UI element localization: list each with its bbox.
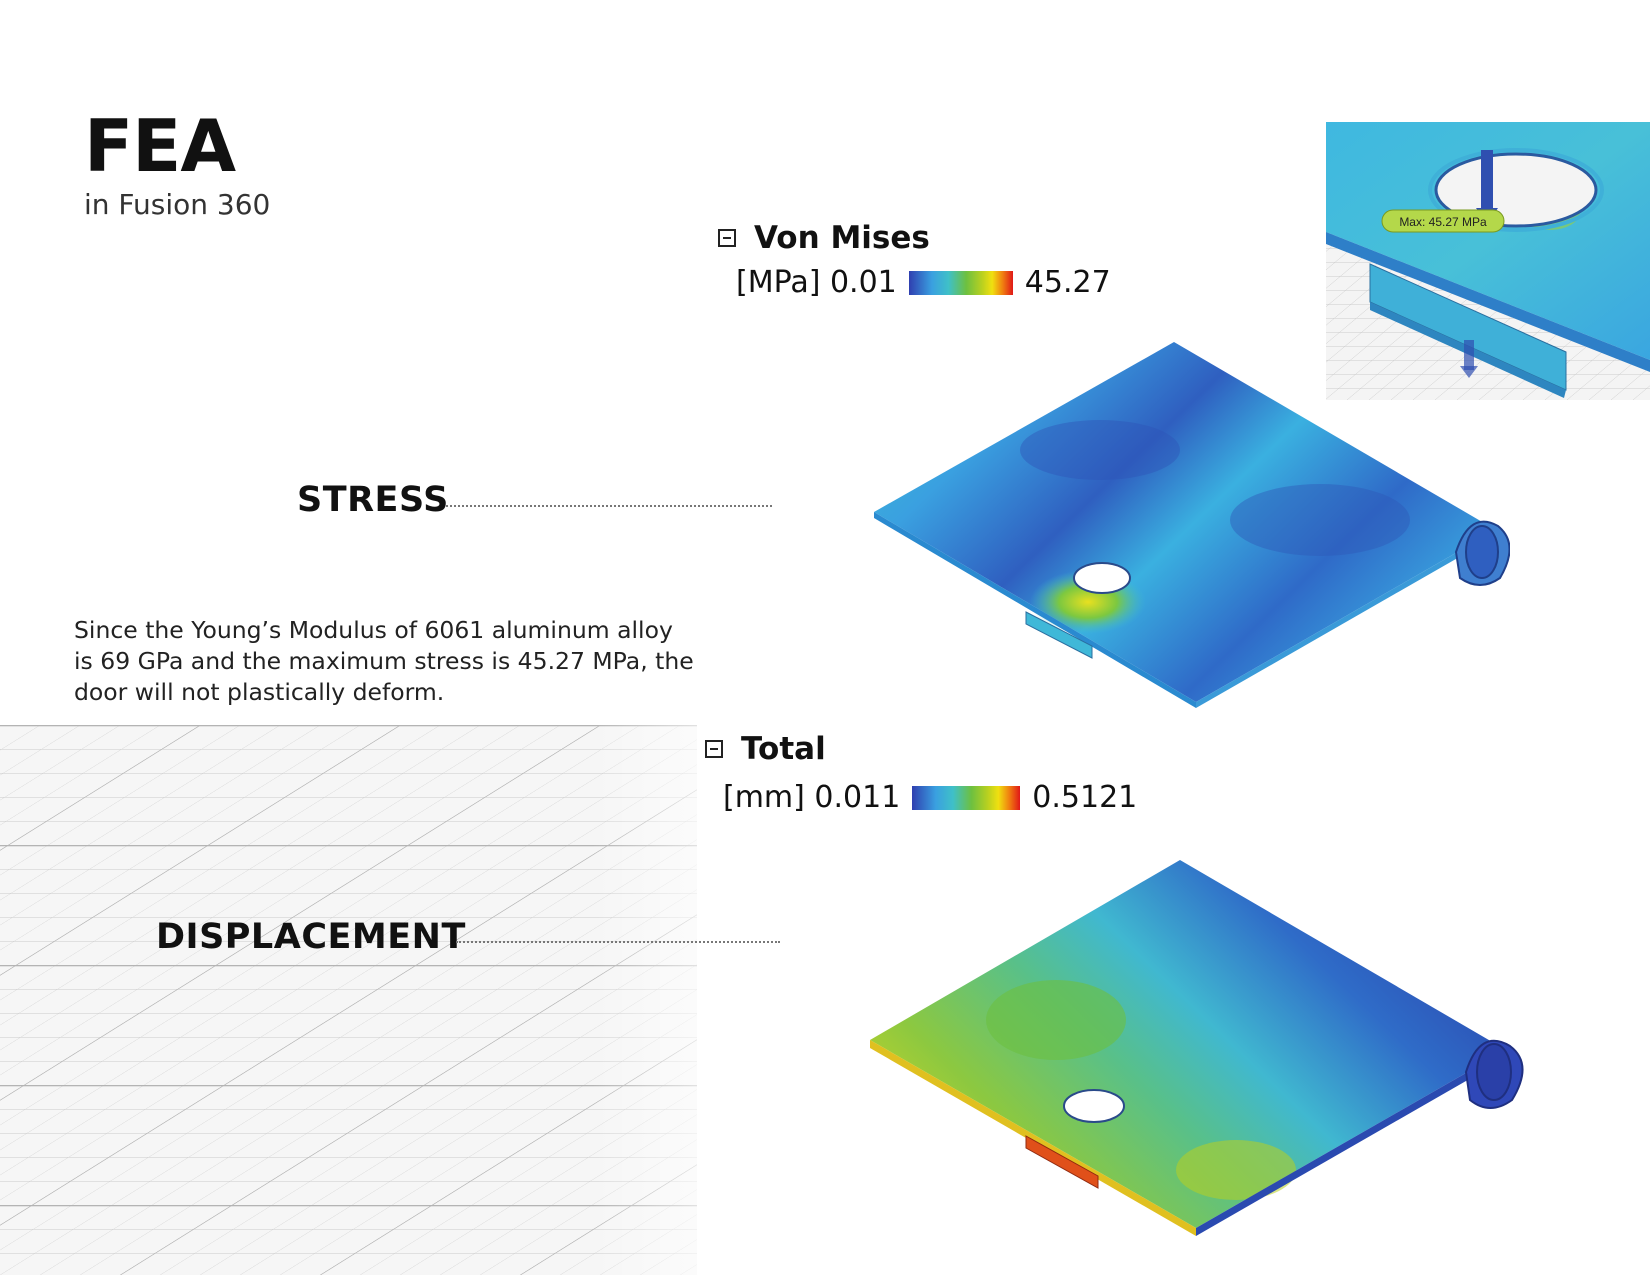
max-stress-probe-label: Max: 45.27 MPa [1399,215,1487,229]
stress-legend-header: Von Mises [718,220,930,256]
stress-legend-min: 0.01 [829,265,897,300]
page-title: FEA [84,104,236,188]
displacement-colorbar [912,785,1021,810]
stress-legend-title: Von Mises [754,220,930,256]
description-text: Since the Young’s Modulus of 6061 alumin… [74,616,694,706]
displacement-section-label: DISPLACEMENT [156,917,466,957]
grid-background [0,725,697,1275]
displacement-legend-max: 0.5121 [1032,780,1138,815]
stress-legend-scale: [MPa] 0.01 45.27 [736,265,1111,300]
displacement-model-render [870,860,1524,1236]
page-subtitle: in Fusion 360 [84,188,271,221]
stress-model-render [874,342,1510,708]
displacement-legend-min: 0.011 [814,780,901,815]
displacement-legend-scale: [mm] 0.011 0.5121 [723,780,1137,815]
stress-colorbar [908,270,1013,295]
displacement-legend-header: Total [705,731,826,767]
max-stress-inset: Max: 45.27 MPa [1326,122,1650,400]
stress-legend-unit: [MPa] [736,265,821,300]
displacement-legend-title: Total [741,731,826,767]
stress-leader-line [446,505,772,507]
displacement-legend-unit: [mm] [723,780,805,815]
collapse-icon[interactable] [718,229,736,247]
stress-legend-max: 45.27 [1024,265,1111,300]
collapse-icon[interactable] [705,740,723,758]
stress-section-label: STRESS [297,480,449,520]
displacement-leader-line [456,941,780,943]
